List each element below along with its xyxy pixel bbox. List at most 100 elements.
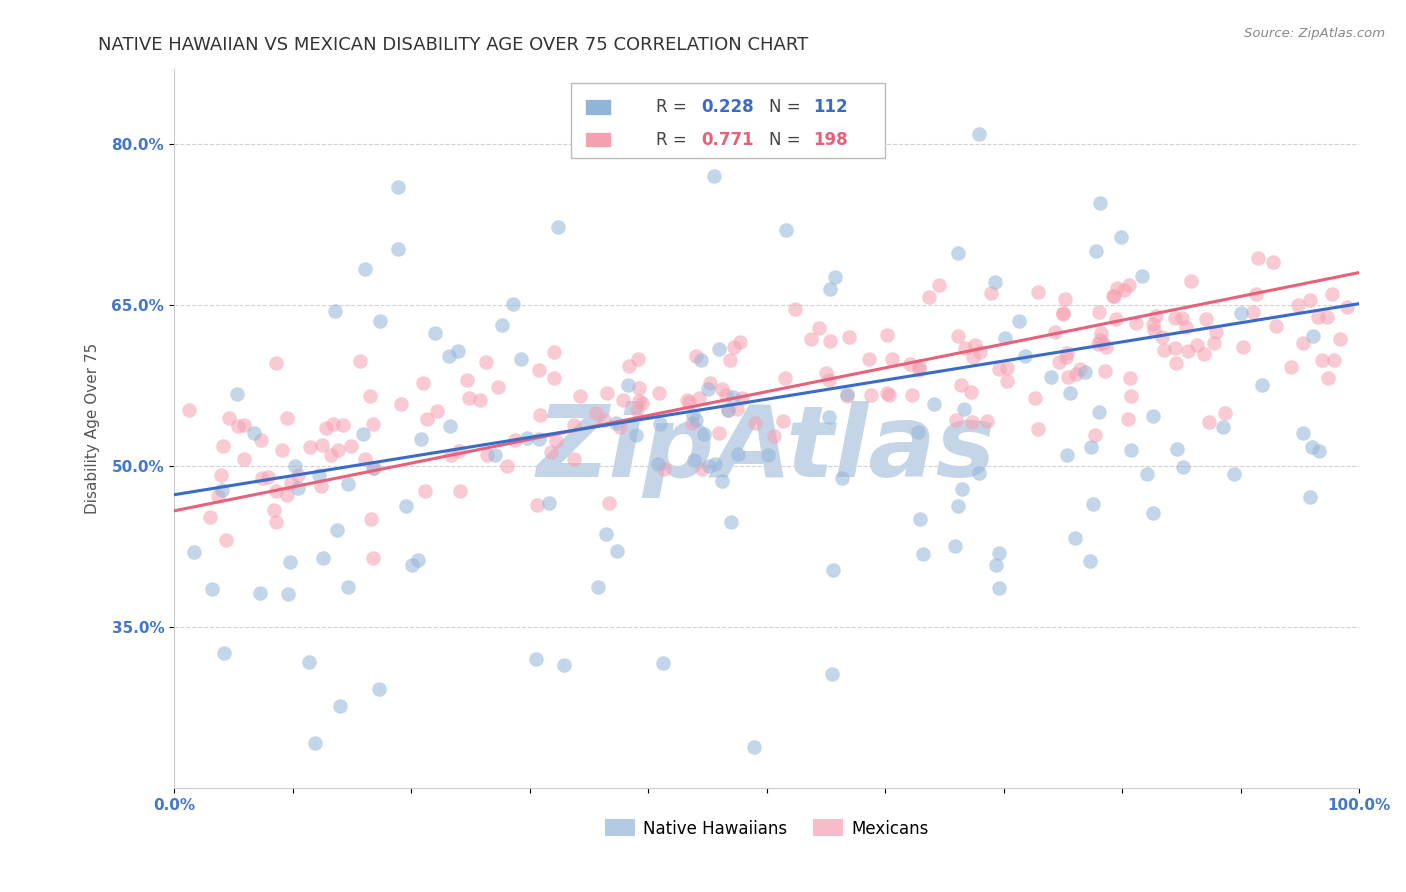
Point <box>266 483 288 498</box>
Point <box>1087 337 1109 351</box>
Point <box>1102 288 1125 302</box>
Point <box>627 352 650 367</box>
Point <box>337 580 360 594</box>
Point <box>877 388 900 402</box>
Point <box>304 736 326 750</box>
Point <box>596 386 619 401</box>
Point <box>624 428 647 442</box>
Point <box>987 546 1010 560</box>
Point <box>685 349 707 363</box>
Point <box>647 386 669 401</box>
Point <box>309 479 332 493</box>
Point <box>321 449 343 463</box>
Point <box>723 340 745 354</box>
Point <box>211 483 233 497</box>
Point <box>838 330 860 344</box>
Point <box>207 489 229 503</box>
Text: Source: ZipAtlas.com: Source: ZipAtlas.com <box>1244 27 1385 40</box>
Point <box>1094 364 1116 378</box>
Point <box>496 459 519 474</box>
Point <box>354 262 377 277</box>
Point <box>1308 443 1330 458</box>
Point <box>963 337 986 351</box>
Point <box>703 169 725 183</box>
Point <box>562 452 585 467</box>
Point <box>876 327 898 342</box>
Point <box>284 458 307 473</box>
Point <box>976 414 998 428</box>
Point <box>415 483 437 498</box>
Point <box>859 388 882 402</box>
Point <box>527 362 550 376</box>
Point <box>564 418 586 433</box>
Point <box>332 417 354 432</box>
Point <box>226 419 249 434</box>
Point <box>818 373 841 387</box>
Point <box>569 389 592 403</box>
Point <box>527 432 550 446</box>
Point <box>1084 428 1107 442</box>
Point <box>484 448 506 462</box>
Point <box>820 666 842 681</box>
Point <box>593 413 616 427</box>
Point <box>326 443 349 458</box>
Point <box>368 682 391 697</box>
Point <box>717 403 740 417</box>
Point <box>439 349 461 363</box>
Point <box>225 386 247 401</box>
Point <box>1317 371 1340 385</box>
Point <box>543 371 565 385</box>
Point <box>468 392 491 407</box>
Point <box>361 417 384 431</box>
Point <box>717 403 740 417</box>
Point <box>446 344 468 359</box>
Point <box>1109 230 1132 244</box>
Point <box>960 384 983 399</box>
Point <box>647 457 669 471</box>
Point <box>943 540 966 554</box>
Point <box>1306 310 1329 325</box>
Text: 198: 198 <box>813 130 848 149</box>
Point <box>1180 274 1202 288</box>
Point <box>491 318 513 332</box>
FancyBboxPatch shape <box>585 132 612 147</box>
Point <box>609 419 631 434</box>
Point <box>1173 460 1195 475</box>
Point <box>1223 467 1246 481</box>
Point <box>409 433 432 447</box>
Point <box>1081 498 1104 512</box>
Point <box>1195 312 1218 326</box>
Text: NATIVE HAWAIIAN VS MEXICAN DISABILITY AGE OVER 75 CORRELATION CHART: NATIVE HAWAIIAN VS MEXICAN DISABILITY AG… <box>98 36 808 54</box>
Point <box>818 409 841 424</box>
Point <box>606 544 628 558</box>
Point <box>1063 531 1085 545</box>
Point <box>287 481 309 495</box>
Point <box>831 471 853 485</box>
Point <box>742 740 765 755</box>
Point <box>984 558 1007 573</box>
Point <box>406 552 429 566</box>
Point <box>1052 307 1074 321</box>
Point <box>908 363 931 377</box>
Point <box>901 388 924 402</box>
Point <box>1174 320 1197 334</box>
Point <box>824 269 846 284</box>
Text: 0.771: 0.771 <box>702 130 754 149</box>
Point <box>1164 356 1187 370</box>
Point <box>676 392 699 407</box>
Point <box>354 451 377 466</box>
Point <box>718 352 741 367</box>
Point <box>1142 317 1164 331</box>
Point <box>1232 340 1254 354</box>
Point <box>727 448 749 462</box>
Point <box>815 366 838 380</box>
Point <box>524 652 547 666</box>
Point <box>704 458 727 472</box>
Point <box>287 468 309 483</box>
Point <box>1301 440 1323 454</box>
Point <box>352 427 374 442</box>
Point <box>928 278 950 293</box>
Point <box>299 441 322 455</box>
Point <box>1153 343 1175 357</box>
Point <box>720 515 742 529</box>
